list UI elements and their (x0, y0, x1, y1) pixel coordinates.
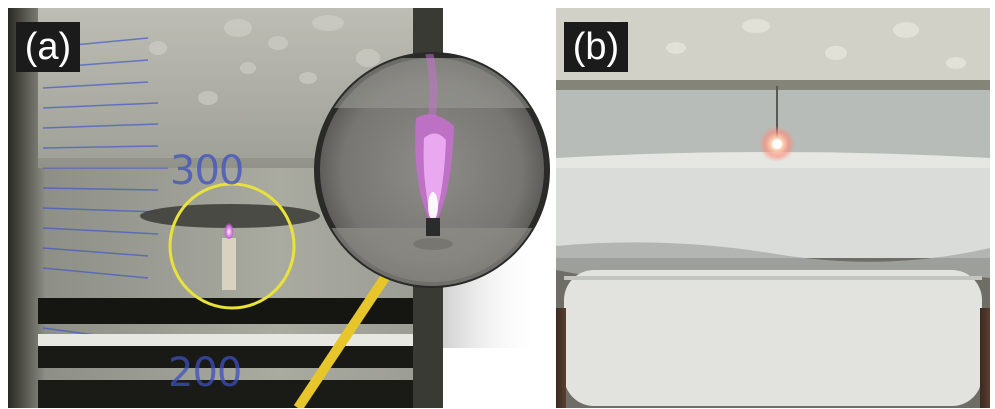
magnifier-lens (314, 52, 550, 288)
sand-bath-spark-photo (556, 8, 990, 408)
highlight-circle (168, 182, 296, 310)
photo-panel-b: (b) (556, 8, 990, 408)
scale-mark-200: 200 (168, 350, 242, 396)
beaker-plasma-photo (8, 8, 551, 408)
panel-label-a: (a) (16, 22, 80, 72)
spark-core (772, 139, 782, 149)
small-plasma-glow (224, 221, 234, 239)
photo-panel-a: (a) 300 200 (8, 8, 551, 408)
panel-label-b: (b) (564, 22, 628, 72)
scale-mark-300: 300 (170, 148, 244, 194)
yellow-tube (293, 255, 403, 408)
